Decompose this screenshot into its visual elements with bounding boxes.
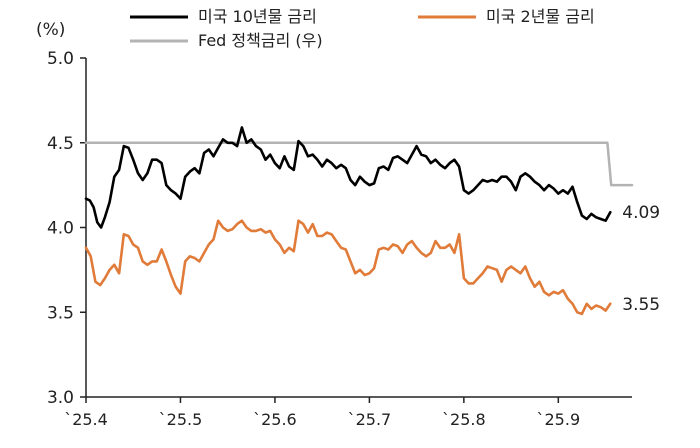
end-labels: 4.09 3.55 [622, 203, 660, 315]
x-tick-label: `25.5 [159, 410, 203, 429]
y-tick-label: 3.5 [47, 303, 74, 323]
y-axis-unit-label: (%) [36, 20, 65, 40]
x-tick-label: `25.4 [64, 410, 108, 429]
axes: 5.04.54.03.53.0 `25.4 `25.5 `25.6 `25.7 `25.… [47, 49, 632, 429]
x-tick-label: `25.9 [537, 410, 581, 429]
x-tick-label: `25.6 [253, 410, 297, 429]
y-tick-label: 3.0 [47, 388, 74, 408]
y-ticks: 5.0 4.5 4.0 3.5 3.0 [47, 49, 86, 408]
y-tick-label: 5.0 [47, 49, 74, 69]
series-line-us10y [84, 126, 612, 229]
series-layer [84, 126, 634, 316]
x-tick-label: `25.7 [348, 410, 392, 429]
series-line-fed [84, 141, 634, 187]
x-ticks: `25.4 `25.5 `25.6 `25.7 `25.8 `25.9 [64, 397, 580, 429]
series-line-us2y [84, 219, 612, 316]
end-label-us2y: 3.55 [622, 295, 660, 315]
x-tick-label: `25.8 [442, 410, 486, 429]
y-tick-label: 4.5 [47, 134, 74, 154]
legend-label-us10y: 미국 10년물 금리 [198, 7, 317, 26]
legend: 미국 10년물 금리 미국 2년물 금리 Fed 정책금리 (우) [130, 7, 595, 50]
end-label-us10y: 4.09 [622, 203, 660, 223]
legend-item-us10y: 미국 10년물 금리 [130, 7, 317, 26]
legend-label-us2y: 미국 2년물 금리 [486, 7, 595, 26]
y-tick-label: 4.0 [47, 219, 74, 239]
legend-label-fed: Fed 정책금리 (우) [198, 31, 323, 50]
legend-item-fed: Fed 정책금리 (우) [130, 31, 323, 50]
legend-item-us2y: 미국 2년물 금리 [418, 7, 595, 26]
